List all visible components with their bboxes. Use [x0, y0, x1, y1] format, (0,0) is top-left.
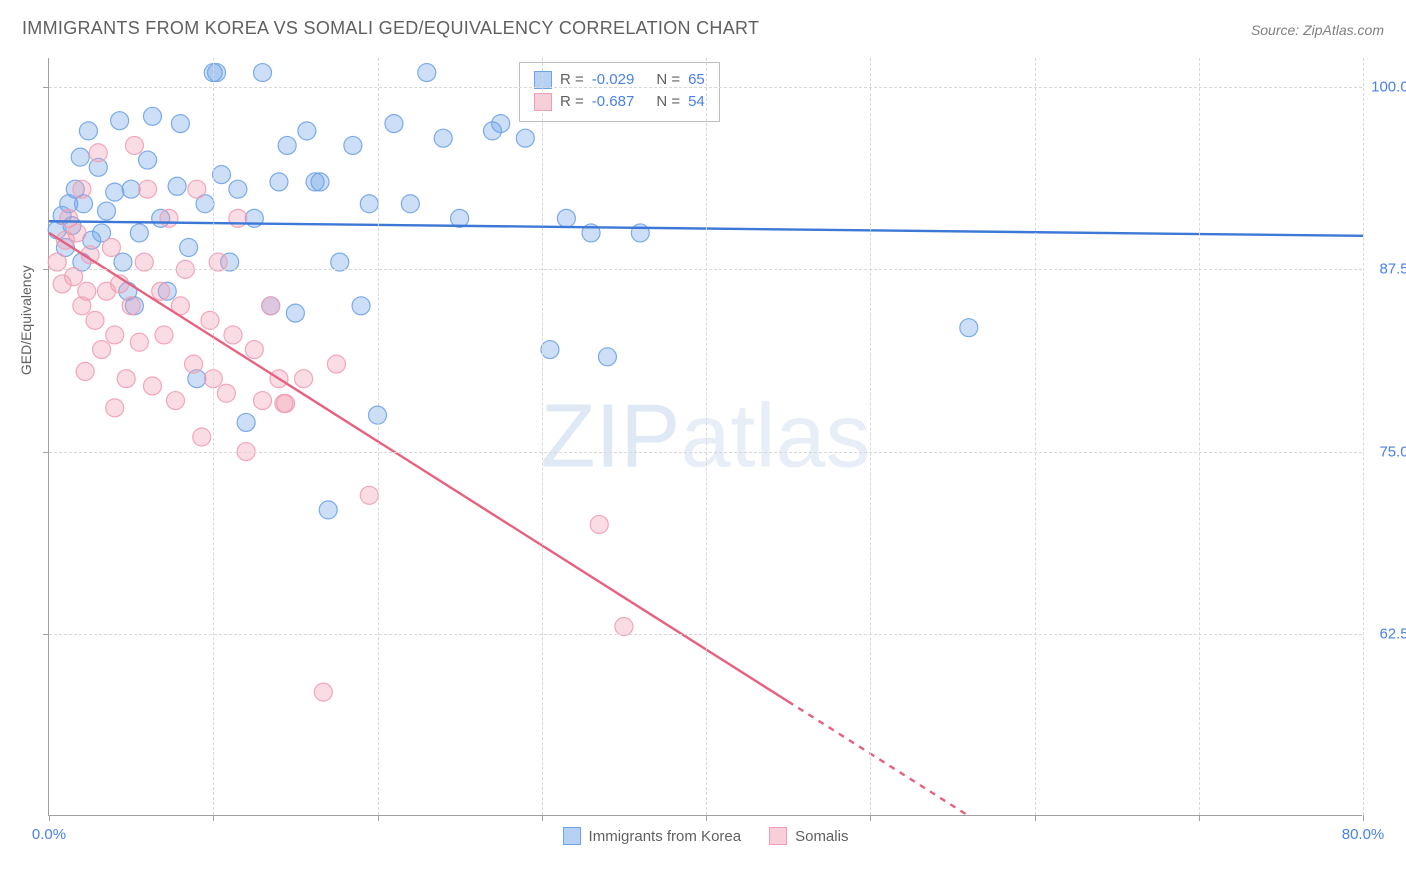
y-tick-label: 75.0% — [1379, 443, 1406, 460]
legend-series: Immigrants from Korea Somalis — [563, 827, 849, 845]
x-tick-label: 80.0% — [1342, 826, 1385, 843]
x-tick-label: 0.0% — [32, 826, 66, 843]
n-prefix: N = — [656, 91, 680, 113]
y-tick-label: 100.0% — [1371, 79, 1406, 96]
swatch-somali — [769, 827, 787, 845]
swatch-korea — [563, 827, 581, 845]
chart-title: IMMIGRANTS FROM KOREA VS SOMALI GED/EQUI… — [22, 18, 759, 39]
legend-label-somali: Somalis — [795, 828, 848, 845]
n-value-somali: 54 — [688, 91, 705, 113]
legend-item-korea: Immigrants from Korea — [563, 827, 742, 845]
legend-item-somali: Somalis — [769, 827, 848, 845]
legend-correlation: R = -0.029 N = 65 R = -0.687 N = 54 — [519, 62, 720, 122]
y-axis-label: GED/Equivalency — [18, 265, 34, 375]
source-label: Source: ZipAtlas.com — [1251, 22, 1384, 38]
r-prefix: R = — [560, 91, 584, 113]
y-tick-label: 87.5% — [1379, 261, 1406, 278]
swatch-somali — [534, 93, 552, 111]
y-tick-label: 62.5% — [1379, 625, 1406, 642]
plot-area: ZIPatlas R = -0.029 N = 65 R = -0.687 N … — [48, 58, 1362, 816]
r-value-somali: -0.687 — [592, 91, 635, 113]
legend-label-korea: Immigrants from Korea — [589, 828, 742, 845]
legend-row-somali: R = -0.687 N = 54 — [534, 91, 705, 113]
